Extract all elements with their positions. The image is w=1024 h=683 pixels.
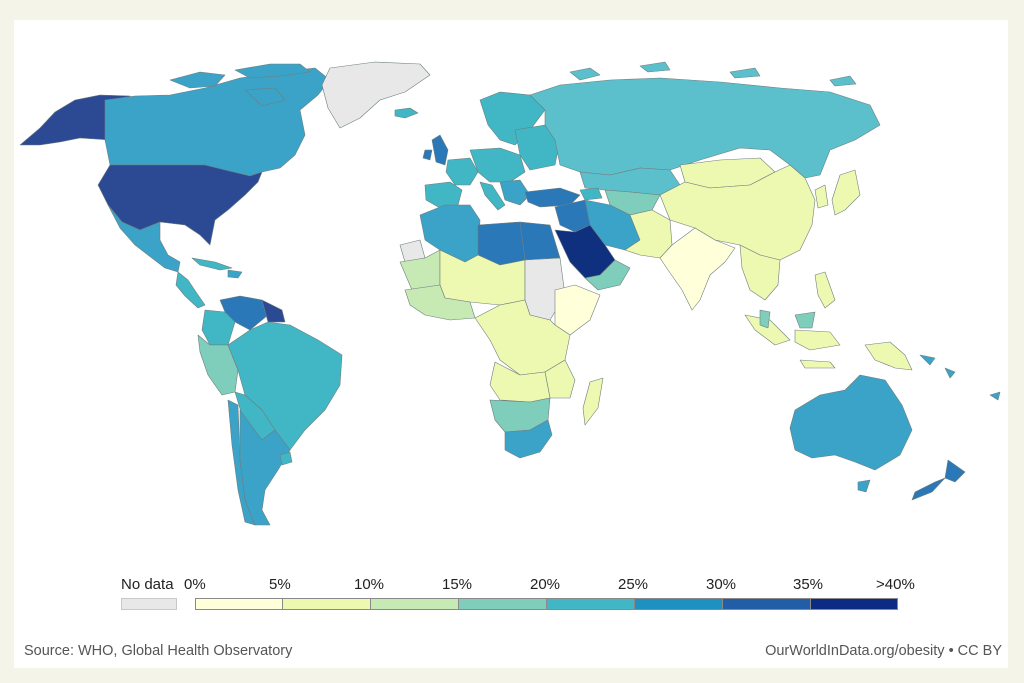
region-usa[interactable]	[97, 164, 263, 246]
region-australia[interactable]	[789, 374, 913, 471]
credit-link[interactable]: OurWorldInData.org/obesity • CC BY	[765, 643, 1002, 659]
region-pacific-islands[interactable]	[919, 354, 1001, 401]
region-guyanas[interactable]	[261, 299, 286, 323]
region-cuba[interactable]	[191, 257, 233, 271]
region-tasmania[interactable]	[857, 479, 871, 493]
region-indonesia[interactable]	[744, 314, 841, 369]
region-central-africa[interactable]	[474, 299, 571, 376]
region-central-america[interactable]	[175, 271, 206, 309]
region-russia-islands[interactable]	[569, 61, 857, 87]
region-india[interactable]	[659, 227, 736, 311]
region-malaysia[interactable]	[759, 309, 816, 329]
region-hispaniola[interactable]	[227, 269, 243, 279]
region-argentina[interactable]	[239, 409, 291, 526]
region-italy[interactable]	[479, 181, 506, 211]
region-oman-yemen[interactable]	[584, 259, 631, 291]
region-iberia[interactable]	[424, 181, 463, 209]
region-se-asia[interactable]	[739, 244, 781, 301]
region-egypt[interactable]	[519, 221, 561, 261]
region-france[interactable]	[445, 157, 479, 186]
region-png[interactable]	[864, 341, 913, 371]
region-uk-ireland[interactable]	[422, 134, 449, 166]
region-central-europe[interactable]	[469, 147, 526, 183]
region-mexico[interactable]	[107, 204, 181, 273]
region-caucasus[interactable]	[579, 187, 603, 201]
region-greenland[interactable]	[321, 61, 431, 129]
region-canada[interactable]	[104, 67, 331, 177]
region-ethiopia-somalia[interactable]	[554, 284, 601, 336]
region-korea-japan[interactable]	[814, 169, 861, 216]
region-morocco-algeria[interactable]	[419, 204, 481, 263]
region-uruguay[interactable]	[279, 451, 293, 466]
region-south-africa[interactable]	[504, 419, 553, 459]
source-note: Source: WHO, Global Health Observatory	[24, 643, 293, 659]
region-new-zealand[interactable]	[911, 459, 966, 501]
region-iceland[interactable]	[394, 107, 419, 119]
region-balkans[interactable]	[499, 179, 531, 206]
region-philippines[interactable]	[814, 271, 836, 309]
region-madagascar[interactable]	[582, 377, 604, 426]
region-canada-islands[interactable]	[169, 63, 311, 107]
